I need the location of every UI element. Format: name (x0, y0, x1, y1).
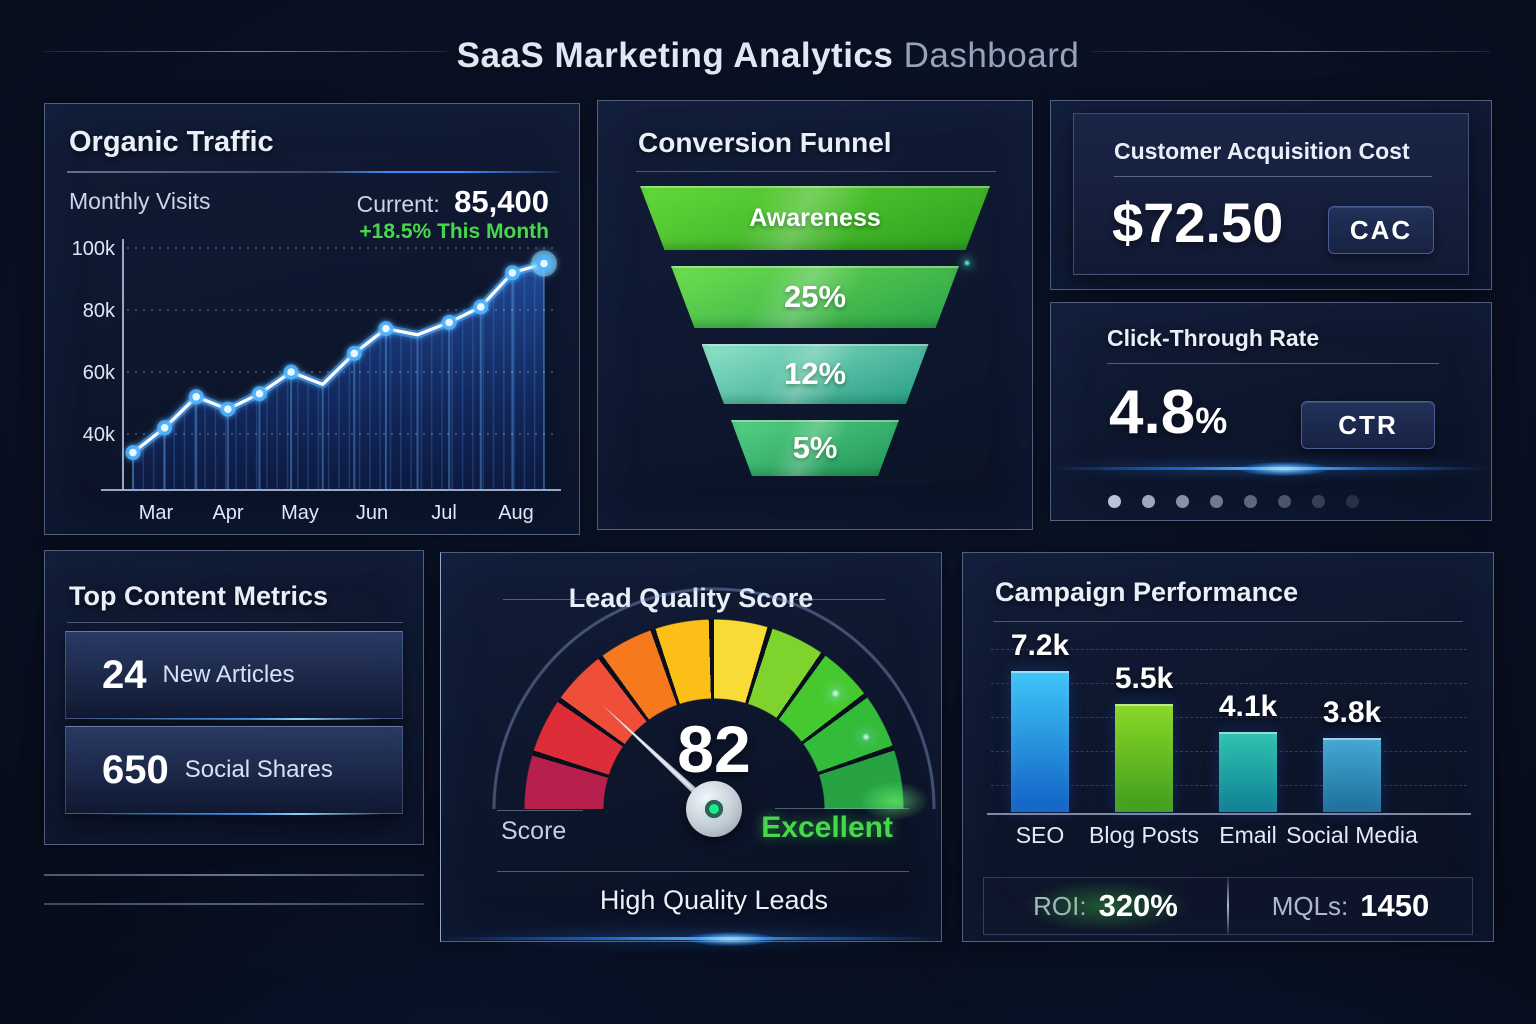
cac-title: Customer Acquisition Cost (1114, 138, 1410, 164)
current-value-line: Current: 85,400 (357, 184, 549, 220)
svg-text:60k: 60k (83, 362, 116, 384)
campaign-baseline (987, 813, 1471, 815)
lead-quality-panel: Lead Quality Score 82 Score Excellent Hi… (440, 552, 942, 946)
decorative-line-2 (44, 903, 424, 905)
campaign-gridline (991, 717, 1467, 718)
campaign-gridline (991, 649, 1467, 650)
conversion-funnel-title: Conversion Funnel (638, 127, 892, 158)
x-axis-ticks: Mar Apr May Jun Jul Aug (139, 502, 534, 524)
chart-axes (101, 239, 561, 491)
carousel-dot[interactable] (1108, 495, 1121, 508)
cac-rule (1114, 176, 1432, 177)
header-rule-right (1093, 51, 1490, 52)
monthly-change: +18.5% This Month (359, 220, 549, 243)
carousel-dot[interactable] (1278, 495, 1291, 508)
content-metrics-panel: Top Content Metrics 24 New Articles 650 … (44, 550, 424, 845)
ctr-value: 4.8% (1109, 378, 1228, 447)
ctr-panel: Click-Through Rate 4.8% CTR (1050, 302, 1492, 521)
campaign-panel: Campaign Performance 7.2k SEO 5.5k Blog … (962, 552, 1494, 942)
svg-text:Jun: Jun (356, 502, 388, 524)
carousel-dot[interactable] (1244, 495, 1257, 508)
gauge-arc (522, 617, 906, 809)
gauge-rating-label: Excellent (761, 811, 893, 844)
carousel-dot[interactable] (1312, 495, 1325, 508)
panel-bottom-flare (686, 932, 776, 946)
footer-divider (1227, 878, 1229, 934)
page-title-primary: SaaS Marketing Analytics (456, 36, 894, 75)
cac-card: Customer Acquisition Cost $72.50 CAC (1073, 113, 1469, 275)
traffic-line-chart: 100k 80k 60k 40k Mar Apr May Jun Jul Aug (72, 238, 561, 524)
funnel-stack: Awareness 25% 12% 5% (598, 186, 1032, 492)
conversion-funnel-rule (636, 171, 996, 172)
current-value: 85,400 (454, 184, 549, 219)
organic-traffic-title: Organic Traffic (69, 126, 274, 158)
ctr-title: Click-Through Rate (1107, 325, 1320, 351)
gauge-title: Lead Quality Score (568, 583, 814, 613)
carousel-dot[interactable] (1346, 495, 1359, 508)
funnel-stage-12: 12% (702, 344, 929, 404)
gauge-divider (497, 871, 909, 872)
roi-glow (1020, 880, 1191, 932)
svg-text:May: May (281, 502, 319, 524)
metric-new-articles: 24 New Articles (65, 631, 403, 720)
funnel-stage-25: 25% (671, 266, 959, 328)
campaign-footer: ROI: 320% MQLs: 1450 (983, 877, 1473, 935)
content-metrics-title: Top Content Metrics (69, 581, 328, 611)
organic-traffic-rule (67, 171, 559, 173)
carousel-dot[interactable] (1176, 495, 1189, 508)
campaign-gridline (991, 683, 1467, 684)
bar-blog-posts: 5.5k Blog Posts (1089, 662, 1199, 848)
bar-social-media: 3.8k Social Media (1286, 696, 1418, 848)
sparkle-dot (963, 259, 971, 267)
carousel-dot[interactable] (1210, 495, 1223, 508)
svg-text:80k: 80k (83, 300, 116, 322)
funnel-stage-awareness: Awareness (640, 186, 990, 250)
decorative-line-1 (44, 874, 424, 876)
gauge-tip-glow (859, 781, 929, 821)
organic-traffic-panel: Organic Traffic Monthly Visits Current: … (44, 103, 580, 535)
roi-metric: ROI: 320% (984, 878, 1227, 934)
cac-value: $72.50 (1112, 191, 1284, 254)
ctr-badge: CTR (1301, 401, 1435, 449)
campaign-rule (993, 621, 1463, 622)
gauge-hub (686, 781, 742, 837)
svg-text:Mar: Mar (139, 502, 174, 524)
page-title: SaaS Marketing Analytics Dashboard (0, 36, 1536, 76)
carousel-dot[interactable] (1142, 495, 1155, 508)
gauge-title-flank-left (503, 599, 593, 600)
y-axis-ticks: 100k 80k 60k 40k (72, 238, 116, 446)
svg-text:Aug: Aug (498, 502, 534, 524)
campaign-title: Campaign Performance (995, 577, 1299, 607)
page-title-secondary: Dashboard (903, 36, 1080, 75)
sparkle-dot (831, 689, 840, 698)
conversion-funnel-panel: Conversion Funnel Awareness 25% 12% 5% (597, 100, 1033, 530)
cac-panel: Customer Acquisition Cost $72.50 CAC (1050, 100, 1492, 290)
svg-text:100k: 100k (72, 238, 116, 260)
mqls-metric: MQLs: 1450 (1271, 888, 1430, 923)
bar-seo: 7.2k SEO (1010, 629, 1070, 848)
metric-social-shares: 650 Social Shares (65, 726, 403, 815)
carousel-dots[interactable] (1108, 495, 1359, 508)
ctr-rule (1107, 363, 1439, 364)
content-metrics-rule (67, 622, 403, 623)
gauge-caption: High Quality Leads (599, 885, 829, 915)
ctr-glow-flare (1239, 462, 1329, 476)
current-label: Current: (356, 191, 440, 217)
bar-email: 4.1k Email (1218, 690, 1278, 848)
gauge-title-flank-right (795, 599, 885, 600)
svg-text:Apr: Apr (212, 502, 243, 524)
svg-text:Jul: Jul (431, 502, 457, 524)
funnel-stage-5: 5% (731, 420, 899, 476)
cac-badge: CAC (1328, 206, 1434, 254)
gauge-base-line-left (497, 810, 583, 811)
header-rule-left (45, 51, 447, 52)
sparkle-dot (862, 733, 870, 741)
gauge-value: 82 (677, 712, 751, 786)
svg-text:40k: 40k (83, 424, 116, 446)
gauge-score-label: Score (501, 817, 567, 845)
monthly-visits-label: Monthly Visits (69, 188, 211, 214)
gauge-base-line-right (775, 808, 909, 809)
ctr-unit: % (1195, 400, 1228, 441)
